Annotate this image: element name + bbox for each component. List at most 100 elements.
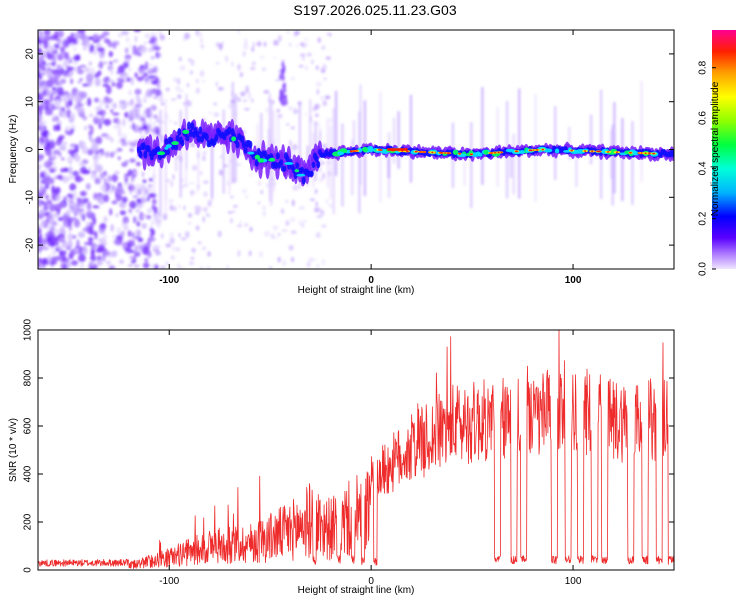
spec-noise-blob — [69, 202, 75, 207]
spec-noise-blob — [128, 263, 133, 268]
spec-noise-blob — [109, 266, 114, 269]
spec-noise-blob — [102, 31, 110, 37]
spec-noise-blob — [201, 155, 206, 162]
spec-noise-blob — [94, 72, 100, 79]
spec-noise-blob — [128, 89, 132, 96]
spec-noise-blob — [112, 124, 120, 129]
spec-noise-blob — [53, 212, 59, 219]
spec-noise-blob — [129, 141, 133, 147]
spec-noise-blob — [62, 242, 68, 249]
spec-ridge-core — [164, 138, 169, 145]
spec-noise-blob — [39, 258, 47, 265]
spec-ridge-peak — [337, 151, 345, 156]
spec-noise-blob — [50, 256, 58, 266]
spectrogram-xlabel: Height of straight line (km) — [298, 285, 415, 296]
spec-noise-blob — [136, 98, 141, 104]
spec-noise-blob — [320, 161, 325, 165]
spec-noise-blob — [85, 73, 94, 83]
spec-noise-blob — [38, 261, 41, 268]
spec-ridge-core — [314, 155, 319, 163]
spec-noise-blob — [280, 208, 285, 214]
spec-noise-blob — [68, 175, 74, 180]
spec-noise-blob — [80, 141, 86, 148]
spec-noise-blob — [54, 71, 61, 80]
spec-noise-blob — [96, 260, 103, 266]
spec-noise-blob — [116, 81, 123, 90]
colorbar-tick-label: 0.8 — [698, 60, 709, 74]
spec-noise-blob — [321, 258, 325, 266]
snr-ytick-label: 400 — [23, 465, 34, 482]
spec-noise-blob — [38, 78, 42, 88]
spec-noise-blob — [136, 76, 144, 82]
spec-noise-blob — [135, 123, 139, 131]
spec-noise-blob — [316, 215, 323, 218]
spec-ridge-max — [414, 150, 418, 153]
spec-noise-blob — [150, 80, 158, 85]
spec-noise-blob — [141, 196, 146, 203]
spec-noise-blob — [56, 64, 62, 70]
spec-noise-blob — [261, 205, 267, 210]
spec-noise-blob — [203, 207, 208, 212]
spec-noise-blob — [73, 55, 80, 62]
spec-noise-blob — [239, 152, 242, 156]
spec-noise-blob — [68, 99, 73, 107]
spec-noise-blob — [260, 189, 263, 195]
spec-noise-blob — [66, 92, 74, 102]
spec-noise-blob — [281, 70, 285, 77]
spec-noise-blob — [235, 163, 242, 166]
spec-noise-blob — [43, 30, 51, 36]
spec-noise-blob — [72, 190, 78, 200]
spec-noise-blob — [88, 132, 92, 141]
spec-noise-blob — [160, 101, 165, 106]
spec-noise-blob — [109, 104, 117, 108]
spec-noise-blob — [96, 255, 102, 262]
spec-ridge-core — [282, 165, 287, 172]
spec-noise-blob — [283, 82, 287, 89]
spec-noise-blob — [117, 156, 121, 161]
spec-noise-blob — [55, 38, 61, 42]
spec-noise-blob — [40, 72, 46, 76]
spec-ridge-max — [458, 152, 461, 155]
spec-noise-blob — [206, 214, 211, 218]
spec-noise-blob — [149, 192, 157, 199]
spec-ridge-peak — [231, 136, 237, 142]
spec-xtick-label: -100 — [159, 275, 179, 286]
spec-noise-blob — [160, 92, 163, 98]
spec-noise-blob — [82, 115, 88, 121]
spec-noise-blob — [277, 256, 281, 263]
spec-noise-blob — [38, 209, 42, 215]
spec-noise-blob — [67, 232, 73, 242]
spec-ridge-core — [235, 141, 240, 149]
spec-noise-blob — [230, 217, 233, 224]
spec-noise-blob — [105, 85, 112, 95]
spec-noise-blob — [179, 65, 186, 71]
spec-noise-blob — [38, 95, 43, 102]
spec-noise-blob — [190, 143, 196, 148]
spec-noise-blob — [53, 124, 58, 132]
spec-ridge-max — [352, 150, 357, 152]
spec-noise-blob — [117, 120, 121, 126]
spec-noise-blob — [134, 244, 138, 253]
spec-noise-blob — [193, 247, 196, 254]
spec-noise-blob — [141, 123, 148, 131]
spec-noise-blob — [170, 98, 177, 101]
spec-noise-blob — [49, 62, 56, 66]
spec-noise-blob — [301, 222, 304, 229]
spec-noise-blob — [242, 189, 247, 194]
spec-noise-blob — [324, 95, 331, 100]
spec-noise-blob — [215, 81, 219, 87]
spec-noise-blob — [165, 243, 172, 248]
spec-noise-blob — [114, 170, 120, 175]
spec-noise-blob — [141, 171, 145, 178]
spec-noise-blob — [202, 246, 206, 251]
spec-noise-blob — [66, 65, 70, 74]
spec-noise-blob — [107, 175, 112, 183]
spec-noise-blob — [41, 129, 50, 138]
spec-noise-blob — [71, 37, 77, 42]
colorbar-ticks: 0.0 0.2 0.4 0.6 0.8 — [698, 60, 716, 276]
spec-noise-blob — [61, 157, 65, 161]
spec-noise-blob — [124, 221, 128, 230]
spec-ridge-core — [243, 147, 248, 154]
spec-noise-blob — [95, 136, 103, 145]
spec-noise-blob — [215, 62, 220, 65]
